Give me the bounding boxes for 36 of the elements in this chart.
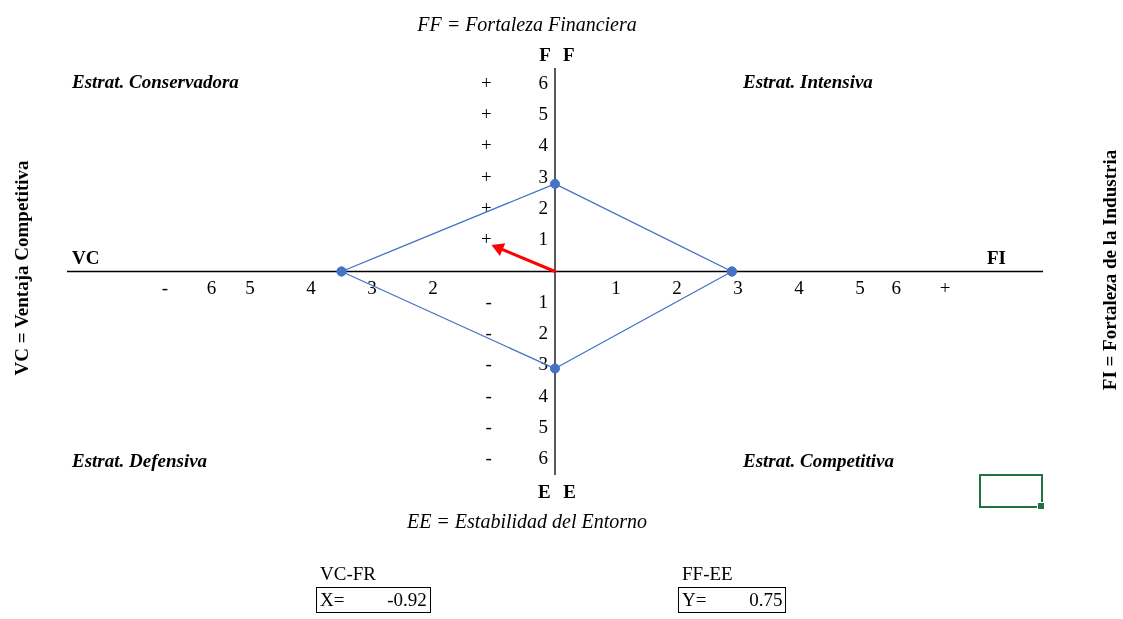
y-tick-label: + 3 [481, 165, 548, 187]
x-tick-label: - 6 [161, 277, 217, 299]
text: FI = Fortaleza de la Industria [1099, 149, 1121, 391]
y-tick-label: + 2 [481, 196, 548, 218]
annotation: FI [987, 247, 1006, 269]
annotation: VC [72, 247, 100, 269]
text: X= -0.92 [316, 587, 431, 613]
y-tick-label: + 6 [481, 71, 548, 93]
text: FF-EE [682, 563, 733, 585]
text: Y= 0.75 [678, 587, 787, 613]
x-tick-label: 5 [855, 277, 865, 299]
text: F F [539, 44, 575, 66]
y-tick-label: - 4 [485, 384, 549, 406]
y-tick-label: - 6 [485, 447, 548, 469]
annotation: Estrat. Conservadora [72, 71, 239, 93]
y-tick-label: - 2 [485, 322, 548, 344]
x-tick-label: 4 [306, 277, 317, 299]
x-tick-label: 2 [428, 277, 438, 299]
chart-title: FF = Fortaleza Financiera [417, 12, 637, 36]
x-tick-label: 3 [733, 277, 743, 299]
x-tick-label: 6 + [891, 277, 951, 299]
annotation: Estrat. Defensiva [72, 450, 208, 472]
text: VC-FR [320, 563, 376, 585]
y-tick-label: - 5 [485, 416, 548, 438]
x-tick-label: 4 [794, 277, 805, 299]
annotation: Estrat. Intensiva [743, 71, 873, 93]
x-tick-label: 1 [611, 277, 621, 299]
y-tick-label: + 4 [481, 134, 549, 156]
x-tick-label: 2 [672, 277, 682, 299]
y-tick-label: + 5 [481, 102, 548, 124]
text: E E [537, 481, 577, 503]
y-tick-label: - 1 [485, 290, 548, 312]
y-axis-title: VC = Ventaja Competitiva [11, 160, 33, 376]
x-tick-label: 5 [245, 277, 255, 299]
x-axis-title: EE = Estabilidad del Entorno [406, 509, 648, 533]
annotation: Estrat. Competitiva [743, 450, 894, 472]
